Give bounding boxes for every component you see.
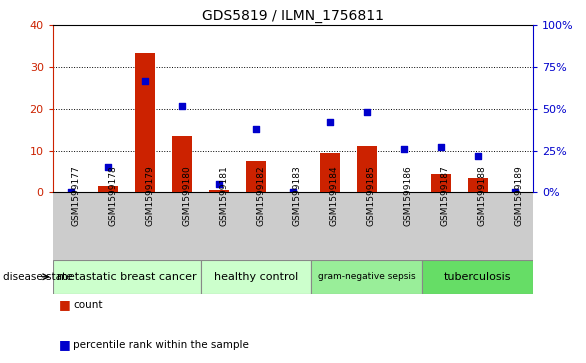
Text: GSM1599182: GSM1599182 [256, 166, 265, 226]
Bar [200, 192, 237, 260]
Point [67, 189, 76, 195]
Point [436, 144, 445, 150]
Text: GSM1599179: GSM1599179 [145, 166, 154, 226]
Bar [237, 192, 274, 260]
Bar [127, 192, 163, 260]
Text: GSM1599181: GSM1599181 [219, 166, 228, 226]
Text: GSM1599187: GSM1599187 [441, 166, 450, 226]
Text: tuberculosis: tuberculosis [444, 272, 512, 282]
Bar [459, 192, 496, 260]
Text: GSM1599186: GSM1599186 [404, 166, 413, 226]
Text: gram-negative sepsis: gram-negative sepsis [318, 272, 415, 281]
Bar [496, 192, 533, 260]
Bar [423, 192, 459, 260]
Text: percentile rank within the sample: percentile rank within the sample [73, 340, 249, 350]
Bar [53, 260, 200, 294]
Bar [312, 192, 349, 260]
Text: GSM1599189: GSM1599189 [515, 166, 524, 226]
Point [141, 78, 150, 83]
Bar [320, 153, 340, 192]
Text: GSM1599180: GSM1599180 [182, 166, 191, 226]
Text: GSM1599178: GSM1599178 [108, 166, 117, 226]
Point [510, 189, 519, 195]
Bar [468, 178, 488, 192]
Bar [172, 136, 192, 192]
Bar [90, 192, 127, 260]
Point [325, 119, 335, 125]
Bar [209, 190, 229, 192]
Text: GDS5819 / ILMN_1756811: GDS5819 / ILMN_1756811 [202, 9, 384, 23]
Text: ■: ■ [59, 298, 70, 311]
Text: disease state: disease state [3, 272, 73, 282]
Bar [274, 192, 312, 260]
Bar [163, 192, 200, 260]
Text: metastatic breast cancer: metastatic breast cancer [57, 272, 196, 282]
Bar [312, 260, 423, 294]
Text: GSM1599183: GSM1599183 [293, 166, 302, 226]
Point [362, 109, 372, 115]
Text: ■: ■ [59, 338, 70, 351]
Bar [423, 260, 533, 294]
Text: GSM1599177: GSM1599177 [71, 166, 80, 226]
Point [214, 181, 224, 187]
Bar [98, 186, 118, 192]
Text: GSM1599184: GSM1599184 [330, 166, 339, 226]
Bar [135, 53, 155, 192]
Point [288, 189, 298, 195]
Point [104, 164, 113, 170]
Point [178, 103, 187, 109]
Text: GSM1599188: GSM1599188 [478, 166, 487, 226]
Text: GSM1599185: GSM1599185 [367, 166, 376, 226]
Text: count: count [73, 300, 103, 310]
Bar [357, 147, 377, 192]
Bar [386, 192, 423, 260]
Text: healthy control: healthy control [214, 272, 298, 282]
Bar [431, 174, 451, 192]
Point [473, 153, 482, 159]
Bar [53, 192, 90, 260]
Point [399, 146, 408, 152]
Bar [246, 161, 266, 192]
Bar [200, 260, 312, 294]
Bar [349, 192, 386, 260]
Point [251, 126, 261, 132]
